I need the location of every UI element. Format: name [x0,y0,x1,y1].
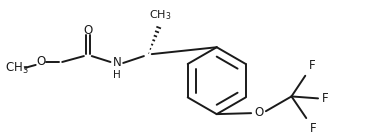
Text: H: H [113,70,121,80]
Text: F: F [310,122,317,135]
Text: CH$_3$: CH$_3$ [5,61,29,76]
Text: O: O [83,24,93,37]
Text: CH$_3$: CH$_3$ [149,8,172,22]
Text: F: F [309,59,316,72]
Text: F: F [322,92,328,105]
Text: N: N [113,56,122,69]
Text: O: O [254,106,264,119]
Text: O: O [36,55,45,68]
